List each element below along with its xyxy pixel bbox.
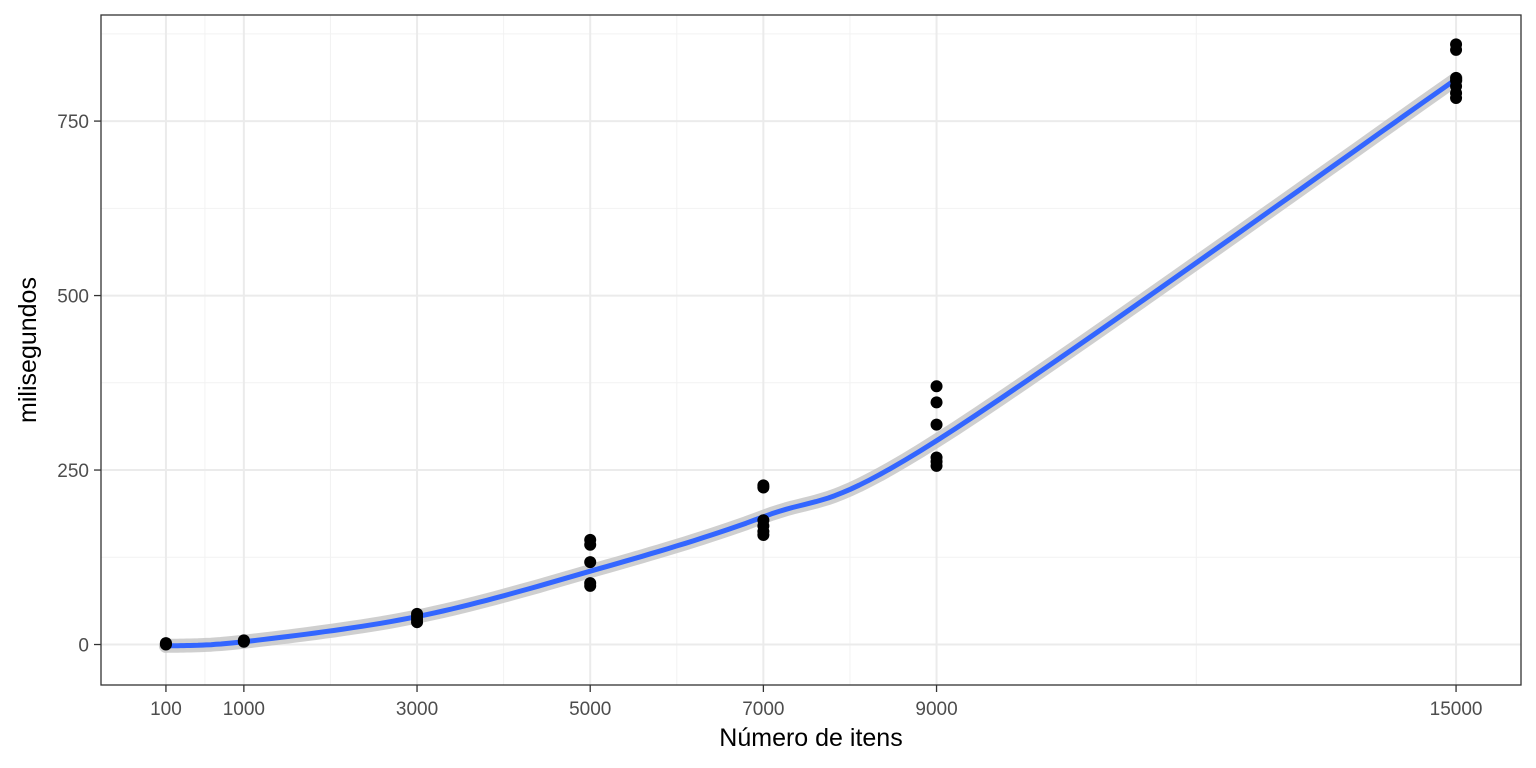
x-tick-label: 5000 <box>569 699 611 720</box>
x-tick-label: 9000 <box>915 699 957 720</box>
x-axis-title: Número de itens <box>719 724 902 752</box>
data-point <box>930 396 943 409</box>
x-axis-ticks: 100 1000 3000 5000 7000 9000 15000 <box>150 685 1482 720</box>
x-tick-label: 1000 <box>223 699 265 720</box>
data-point <box>757 479 770 492</box>
data-point <box>584 577 597 590</box>
plot-panel <box>101 15 1521 685</box>
y-axis-title: milisegundos <box>14 277 42 423</box>
y-tick-label: 750 <box>57 112 89 133</box>
plot-border <box>100 14 1522 686</box>
data-point <box>930 380 943 393</box>
data-point <box>237 634 250 647</box>
x-tick-label: 15000 <box>1430 699 1483 720</box>
data-point <box>584 533 597 546</box>
data-point <box>930 451 943 464</box>
data-point <box>930 418 943 431</box>
data-point <box>159 637 172 650</box>
x-tick-label: 7000 <box>742 699 784 720</box>
data-point <box>1450 71 1463 84</box>
data-point <box>757 514 770 527</box>
y-tick-label: 500 <box>57 287 89 308</box>
data-point <box>584 556 597 569</box>
y-tick-label: 0 <box>78 636 89 657</box>
data-points <box>159 38 1463 651</box>
x-tick-label: 100 <box>150 699 182 720</box>
x-tick-label: 3000 <box>396 699 438 720</box>
y-tick-label: 250 <box>57 461 89 482</box>
y-axis-ticks: 0 250 500 750 <box>57 112 101 657</box>
data-point <box>1450 38 1463 51</box>
data-point <box>411 607 424 620</box>
